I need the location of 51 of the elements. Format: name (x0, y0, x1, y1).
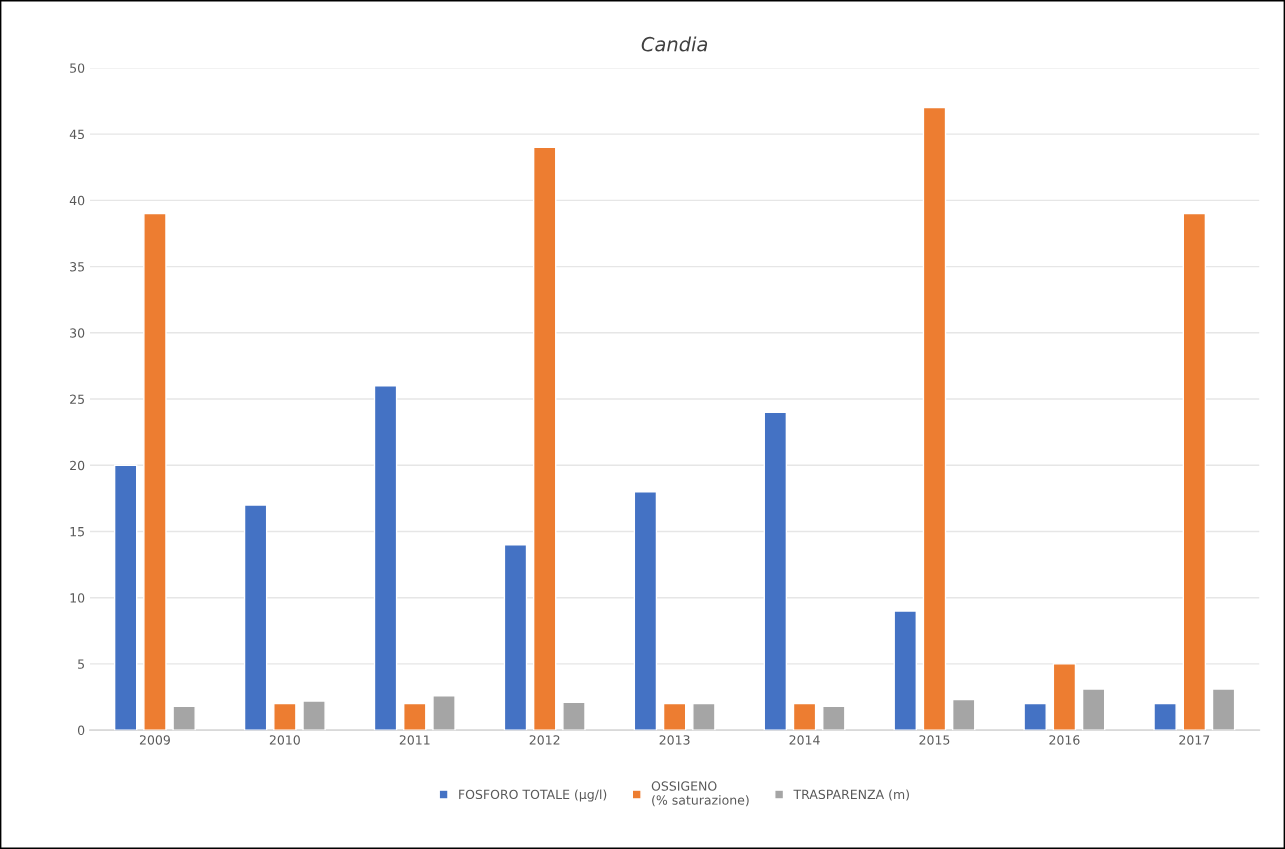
x-tick-label: 2012 (529, 735, 560, 745)
y-tick-label: 20 (70, 460, 85, 471)
y-tick-label: 25 (70, 394, 84, 404)
x-tick-label: 2010 (269, 735, 300, 745)
y-tick-label: 40 (69, 195, 85, 206)
bar (143, 212, 167, 731)
x-tick-label: 2013 (659, 735, 690, 745)
bar (792, 702, 817, 731)
bar (432, 695, 456, 731)
bar (503, 544, 528, 731)
bar (373, 385, 398, 731)
y-tick-label: 15 (70, 527, 84, 537)
y-tick-label: 35 (70, 262, 84, 272)
bar (763, 411, 788, 731)
chart-title: Candia (641, 36, 708, 52)
bar (1023, 702, 1047, 731)
bar (302, 700, 326, 731)
y-tick-label: 10 (70, 593, 85, 603)
bar (113, 464, 138, 731)
y-tick-label: 5 (78, 659, 84, 669)
bar (922, 106, 947, 731)
bar (1153, 702, 1177, 731)
y-tick-label: 50 (70, 63, 85, 73)
bar (273, 702, 297, 731)
legend-label: OSSIGENO (% saturazione) (651, 781, 749, 807)
x-tick-label: 2011 (399, 735, 430, 745)
legend-label: TRASPARENZA (m) (793, 789, 909, 801)
bar (1052, 663, 1077, 731)
x-tick-label: 2014 (789, 735, 820, 745)
bar (692, 702, 716, 731)
bar (562, 701, 586, 731)
bar (243, 504, 268, 731)
x-tick-label: 2015 (919, 735, 950, 745)
x-tick-label: 2009 (139, 735, 170, 745)
bar (822, 705, 846, 731)
y-tick-label: 45 (69, 129, 84, 140)
x-tick-label: 2016 (1049, 735, 1080, 745)
bar (1182, 212, 1207, 731)
bar (1081, 688, 1106, 731)
legend-label: FOSFORO TOTALE (µg/l) (459, 789, 607, 802)
bar (633, 491, 658, 731)
bar (172, 705, 196, 731)
bar (403, 702, 427, 731)
bar (1211, 688, 1236, 731)
bar (532, 146, 557, 731)
bar (951, 698, 976, 731)
bar (662, 702, 687, 731)
bar (893, 610, 917, 731)
x-tick-label: 2017 (1179, 735, 1210, 745)
y-tick-label: 0 (77, 725, 85, 736)
y-tick-label: 30 (70, 328, 85, 338)
